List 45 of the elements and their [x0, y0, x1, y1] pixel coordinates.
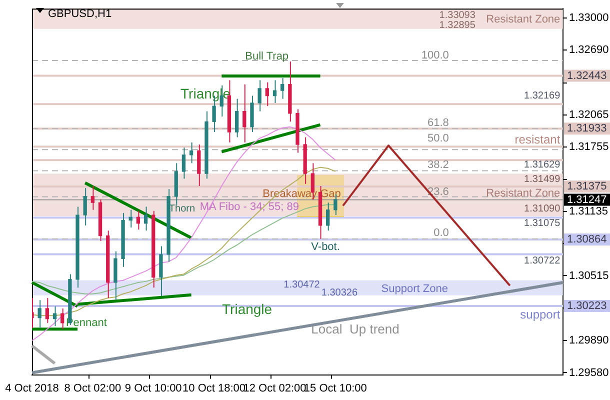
annotation: 61.8 [427, 116, 449, 129]
ref-line-label: 1.30223 [567, 300, 607, 312]
ref-line-label: 1.31247 [567, 194, 607, 206]
x-tick-label: 9 Oct 10:00 [124, 382, 182, 394]
annotation: resistant [514, 132, 561, 147]
annotation: 1.30722 [524, 255, 561, 266]
annotation: 1.32169 [524, 90, 561, 102]
annotation: 50.0 [427, 132, 449, 145]
y-tick-label: 1.30515 [569, 270, 609, 282]
band-label: Resistant Zone [486, 13, 560, 26]
annotation: support [520, 308, 561, 322]
y-tick-label: 1.32065 [569, 108, 609, 121]
x-tick-label: 12 Oct 02:00 [243, 382, 306, 394]
ref-line-label: 1.31375 [567, 180, 607, 193]
annotation: 1.31075 [524, 218, 561, 230]
annotation: Bull Trap [245, 50, 289, 62]
band-label: Resistant Zone [486, 188, 560, 200]
ref-line-label: 1.32443 [567, 70, 607, 82]
x-tick-label: 4 Oct 2018 [5, 382, 59, 394]
annotation: 1.30326 [321, 288, 358, 299]
y-tick-label: 1.33000 [569, 12, 609, 24]
x-tick-label: 8 Oct 02:00 [64, 382, 122, 394]
y-tick-label: 1.32690 [569, 44, 609, 56]
x-tick-label: 15 Oct 10:00 [304, 382, 367, 394]
annotation: V-bot. [311, 240, 340, 253]
y-tick-label: 1.29580 [569, 366, 609, 379]
ref-line-label: 1.30864 [567, 234, 607, 246]
y-tick-label: 1.29890 [569, 334, 609, 347]
chart-title: GBPUSD,H1 [48, 8, 112, 20]
x-tick-label: 10 Oct 18:00 [182, 382, 246, 394]
annotation: 1.32895 [439, 20, 476, 31]
annotation: 1.31629 [524, 160, 561, 171]
annotation: 1.31499 [524, 174, 561, 186]
y-tick-label: 1.31755 [569, 141, 609, 154]
annotation: 38.2 [427, 158, 449, 171]
annotation: Triangle [222, 301, 272, 318]
ref-line-label: 1.31933 [567, 122, 607, 135]
annotation: 1.31090 [524, 204, 561, 215]
annotation: 0.0 [434, 227, 449, 240]
annotation: 1.33093 [439, 10, 476, 22]
band-label: Support Zone [381, 282, 448, 295]
annotation: 100.0 [421, 50, 449, 62]
annotation: 1.30472 [284, 280, 320, 291]
annotation: Local Up trend [311, 321, 400, 336]
y-tick-label: 1.31135 [569, 205, 608, 218]
